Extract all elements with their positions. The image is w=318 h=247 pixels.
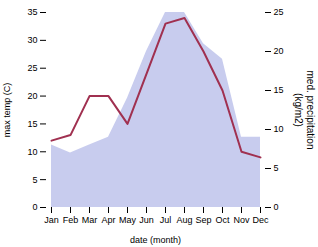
svg-text:30: 30 bbox=[27, 35, 37, 45]
svg-text:0: 0 bbox=[274, 202, 279, 212]
svg-text:May: May bbox=[119, 215, 137, 225]
svg-text:20: 20 bbox=[27, 91, 37, 101]
svg-text:Jun: Jun bbox=[139, 215, 154, 225]
svg-text:10: 10 bbox=[27, 147, 37, 157]
svg-text:Sep: Sep bbox=[195, 215, 211, 225]
svg-text:Oct: Oct bbox=[215, 215, 230, 225]
svg-text:15: 15 bbox=[274, 85, 284, 95]
svg-text:Nov: Nov bbox=[233, 215, 250, 225]
svg-text:10: 10 bbox=[274, 124, 284, 134]
svg-text:5: 5 bbox=[32, 175, 37, 185]
svg-text:25: 25 bbox=[274, 7, 284, 17]
svg-text:25: 25 bbox=[27, 63, 37, 73]
svg-text:0: 0 bbox=[32, 202, 37, 212]
svg-text:Feb: Feb bbox=[63, 215, 79, 225]
svg-text:5: 5 bbox=[274, 163, 279, 173]
svg-text:Jul: Jul bbox=[160, 215, 172, 225]
svg-text:date (month): date (month) bbox=[130, 235, 181, 245]
svg-text:35: 35 bbox=[27, 7, 37, 17]
html-text:med. precipitation (kg/m2): med. precipitation (kg/m2) bbox=[293, 70, 316, 149]
svg-text:Jan: Jan bbox=[44, 215, 59, 225]
svg-text:Aug: Aug bbox=[176, 215, 192, 225]
svg-text:max temp (C): max temp (C) bbox=[2, 83, 12, 138]
svg-text:Dec: Dec bbox=[252, 215, 269, 225]
svg-text:Apr: Apr bbox=[101, 215, 115, 225]
svg-text:20: 20 bbox=[274, 46, 284, 56]
svg-text:Mar: Mar bbox=[82, 215, 98, 225]
svg-text:15: 15 bbox=[27, 119, 37, 129]
